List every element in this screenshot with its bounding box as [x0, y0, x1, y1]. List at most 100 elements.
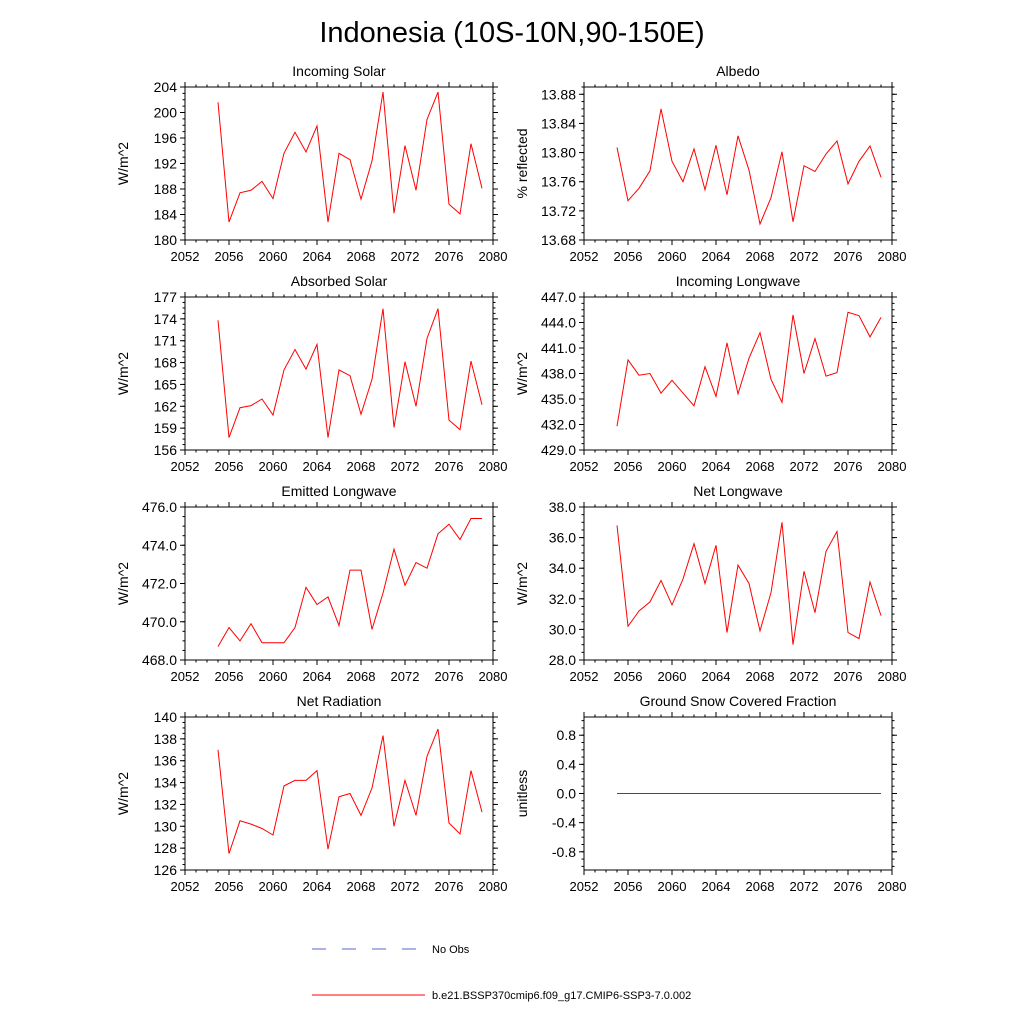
y-tick-label: 204 — [154, 79, 178, 95]
plot-frame — [184, 296, 494, 451]
x-tick-label: 2064 — [303, 459, 332, 474]
x-tick-label: 2068 — [347, 459, 376, 474]
y-tick-label: 128 — [154, 840, 178, 856]
y-tick-label: 13.80 — [541, 145, 576, 161]
x-tick-label: 2056 — [215, 879, 244, 894]
y-tick-label: 429.0 — [541, 442, 576, 458]
y-tick-label: 159 — [154, 420, 178, 436]
y-tick-label: 13.84 — [541, 115, 576, 131]
x-tick-label: 2056 — [614, 669, 643, 684]
series-line-0 — [217, 518, 482, 647]
x-tick-label: 2072 — [790, 459, 819, 474]
x-tick-label: 2080 — [479, 249, 508, 264]
y-tick-label: 447.0 — [541, 289, 576, 305]
y-tick-label: 136 — [154, 753, 178, 769]
y-tick-label: 13.68 — [541, 232, 576, 248]
panel-6: Net Radiation W/m^2 2052 2056 2060 2064 2068 20… — [115, 693, 507, 894]
series-line-0 — [217, 308, 483, 438]
series-line-0 — [616, 522, 882, 645]
panels: Incoming Solar W/m^2 2052 2056 2060 2064 2068 2… — [115, 63, 906, 894]
y-tick-label: 13.88 — [541, 86, 576, 102]
y-tick-label: -0.8 — [552, 844, 576, 860]
y-tick-label: 177 — [154, 289, 178, 305]
x-tick-label: 2068 — [746, 249, 775, 264]
y-tick-label: 156 — [154, 442, 178, 458]
x-tick-label: 2068 — [746, 669, 775, 684]
x-tick-label: 2076 — [435, 879, 464, 894]
x-tick-label: 2056 — [215, 669, 244, 684]
y-axis-label: W/m^2 — [514, 562, 530, 605]
y-axis-label: W/m^2 — [115, 352, 131, 395]
x-tick-label: 2080 — [878, 249, 907, 264]
y-tick-label: 468.0 — [142, 652, 177, 668]
panel-7: Ground Snow Covered Fraction unitless 2052… — [514, 693, 906, 894]
y-tick-label: 441.0 — [541, 340, 576, 356]
y-tick-label: 435.0 — [541, 391, 576, 407]
y-tick-label: 32.0 — [549, 591, 576, 607]
x-tick-label: 2056 — [215, 249, 244, 264]
x-tick-label: 2068 — [347, 669, 376, 684]
panel-2: Absorbed Solar W/m^2 2052 2056 2060 2064 2068 2… — [115, 273, 507, 474]
x-tick-label: 2064 — [303, 669, 332, 684]
x-tick-label: 2064 — [702, 459, 731, 474]
x-tick-label: 2072 — [391, 669, 420, 684]
x-tick-label: 2072 — [790, 669, 819, 684]
y-tick-label: 34.0 — [549, 560, 576, 576]
y-tick-label: 36.0 — [549, 530, 576, 546]
x-tick-label: 2076 — [834, 669, 863, 684]
x-tick-label: 2052 — [570, 669, 599, 684]
y-axis-label: W/m^2 — [115, 142, 131, 185]
x-tick-label: 2068 — [746, 459, 775, 474]
y-tick-label: 134 — [154, 775, 178, 791]
x-tick-label: 2060 — [658, 879, 687, 894]
y-axis-label: unitless — [514, 770, 530, 817]
y-tick-label: 132 — [154, 796, 178, 812]
panel-title: Ground Snow Covered Fraction — [640, 693, 837, 709]
x-tick-label: 2056 — [215, 459, 244, 474]
y-tick-label: 196 — [154, 130, 178, 146]
y-tick-label: 140 — [154, 709, 178, 725]
y-tick-label: 184 — [154, 207, 178, 223]
y-tick-label: 472.0 — [142, 576, 177, 592]
x-tick-label: 2080 — [479, 879, 508, 894]
figure-title: Indonesia (10S-10N,90-150E) — [319, 17, 704, 49]
y-tick-label: 188 — [154, 181, 178, 197]
y-tick-label: 171 — [154, 333, 178, 349]
plot-frame — [583, 506, 893, 661]
panel-5: Net Longwave W/m^2 2052 2056 2060 2064 2068 207… — [514, 483, 906, 684]
x-tick-label: 2072 — [790, 249, 819, 264]
x-tick-label: 2052 — [570, 879, 599, 894]
x-tick-label: 2072 — [391, 249, 420, 264]
y-tick-label: 476.0 — [142, 499, 177, 515]
y-tick-label: 28.0 — [549, 652, 576, 668]
panel-0: Incoming Solar W/m^2 2052 2056 2060 2064 2068 2… — [115, 63, 507, 264]
x-tick-label: 2060 — [658, 249, 687, 264]
y-tick-label: 180 — [154, 232, 178, 248]
legend: No Obs b.e21.BSSP370cmip6.f09_g17.CMIP6-… — [312, 944, 691, 1002]
x-tick-label: 2080 — [479, 669, 508, 684]
panel-title: Albedo — [716, 63, 760, 79]
x-tick-label: 2064 — [702, 879, 731, 894]
y-tick-label: 165 — [154, 376, 178, 392]
x-tick-label: 2076 — [435, 459, 464, 474]
x-tick-label: 2072 — [391, 879, 420, 894]
y-tick-label: 438.0 — [541, 366, 576, 382]
x-tick-label: 2064 — [303, 249, 332, 264]
x-tick-label: 2060 — [658, 459, 687, 474]
panel-title: Net Radiation — [297, 693, 382, 709]
panel-3: Incoming Longwave W/m^2 2052 2056 2060 2064 20… — [514, 273, 906, 474]
x-tick-label: 2052 — [171, 879, 200, 894]
y-tick-label: 138 — [154, 731, 178, 747]
x-tick-label: 2080 — [878, 669, 907, 684]
x-tick-label: 2060 — [259, 249, 288, 264]
x-tick-label: 2056 — [614, 879, 643, 894]
series-line-0 — [616, 311, 882, 427]
x-tick-label: 2052 — [171, 249, 200, 264]
y-tick-label: 192 — [154, 156, 178, 172]
x-tick-label: 2068 — [746, 879, 775, 894]
x-tick-label: 2060 — [259, 879, 288, 894]
panel-title: Emitted Longwave — [281, 483, 396, 499]
y-tick-label: 444.0 — [541, 315, 576, 331]
y-tick-label: 174 — [154, 311, 178, 327]
x-tick-label: 2052 — [570, 249, 599, 264]
